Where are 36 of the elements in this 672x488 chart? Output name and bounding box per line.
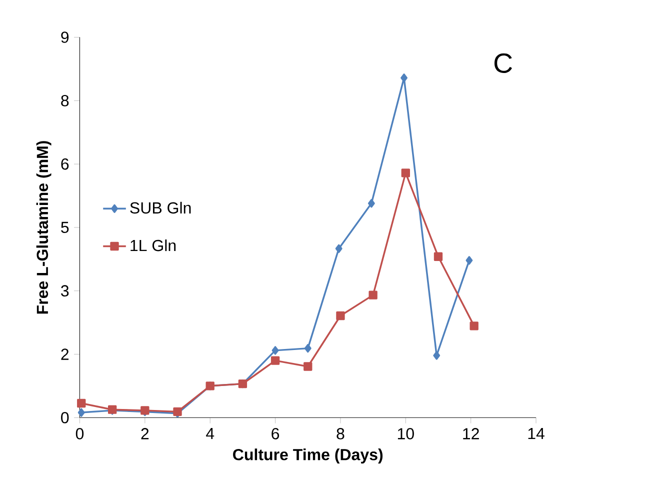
point: [466, 256, 473, 265]
point: [336, 311, 345, 320]
point: [433, 351, 440, 360]
y-axis-title: Free L-Glutamine (mM): [36, 141, 52, 314]
y-tick-label: 9: [61, 32, 69, 43]
point: [272, 346, 279, 355]
x-tick-label: 8: [336, 428, 344, 440]
point: [470, 322, 478, 330]
y-tick-label: 2: [61, 348, 69, 360]
x-tick-label: 14: [528, 428, 544, 440]
point: [401, 168, 410, 178]
y-tick-label: 3: [61, 285, 69, 297]
point: [368, 199, 375, 208]
point: [78, 408, 85, 417]
x-tick-label: 4: [206, 428, 214, 440]
point: [400, 74, 408, 82]
annotation: C: [494, 53, 512, 74]
point: [304, 362, 312, 371]
point: [77, 398, 86, 408]
x-tick-label: 6: [272, 428, 280, 440]
legend-label: 1L Gln: [130, 240, 176, 252]
point: [368, 290, 378, 300]
x-axis-title: Culture Time (Days): [233, 448, 383, 464]
point: [270, 356, 280, 365]
x-tick-label: 12: [463, 428, 479, 440]
y-tick-label: 5: [61, 222, 69, 234]
y-tick-label: 8: [61, 95, 69, 106]
x-tick-label: 10: [398, 428, 414, 440]
point: [335, 244, 342, 253]
y-tick-label: 6: [61, 158, 69, 170]
point: [434, 252, 443, 262]
point: [304, 344, 312, 353]
y-tick-label: 0: [61, 412, 69, 424]
x-tick-label: 0: [76, 428, 84, 440]
x-tick-label: 2: [141, 428, 149, 440]
legend-label: SUB Gln: [130, 202, 191, 214]
